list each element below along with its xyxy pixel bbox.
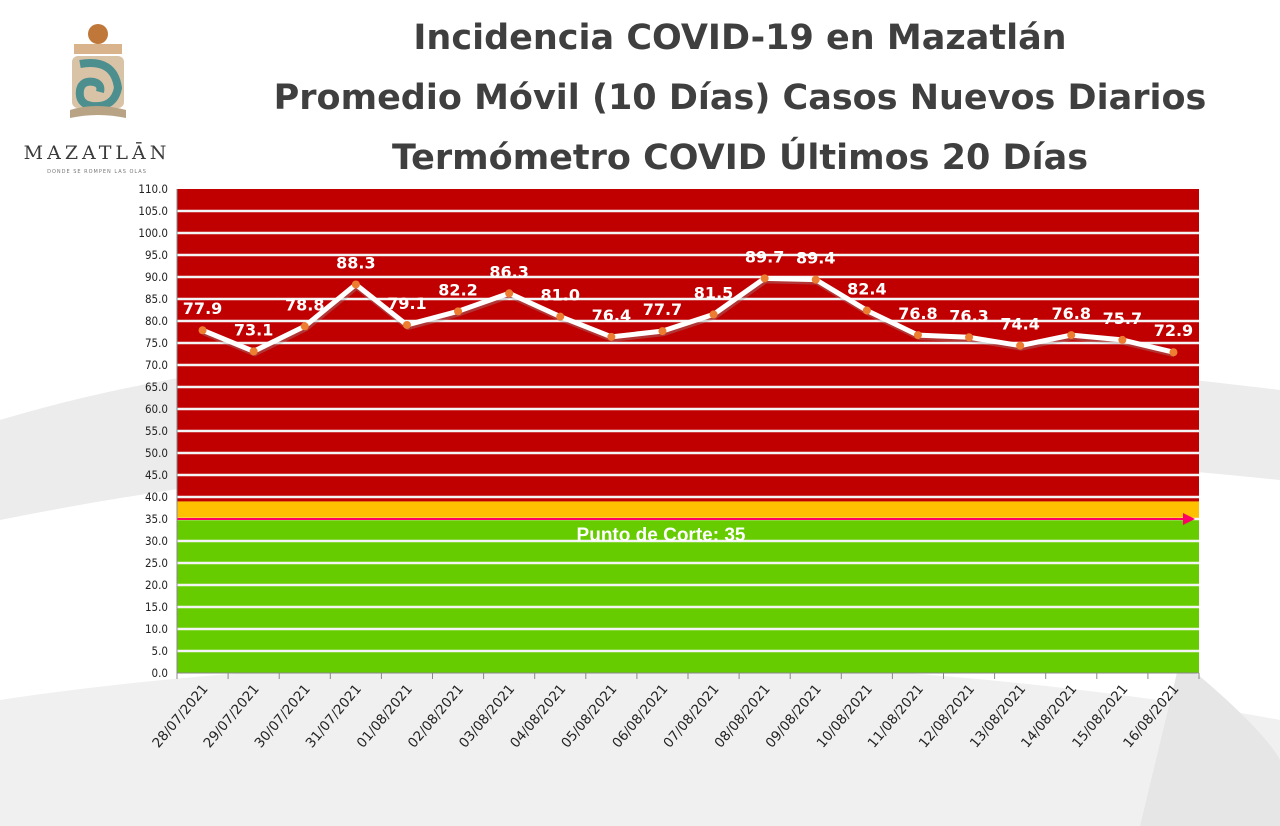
data-label: 82.4: [847, 279, 886, 298]
data-label: 77.9: [183, 299, 222, 318]
y-tick-label: 5.0: [152, 644, 168, 658]
y-tick-label: 55.0: [145, 424, 168, 438]
data-label: 89.7: [745, 247, 784, 266]
data-point: [249, 347, 258, 356]
cutoff-arrow-icon: [1183, 513, 1195, 525]
y-tick-label: 85.0: [145, 292, 168, 306]
data-label: 76.8: [898, 304, 937, 323]
data-label: 89.4: [796, 249, 835, 268]
data-point: [607, 332, 616, 341]
data-point: [351, 280, 360, 289]
y-tick-label: 110.0: [138, 182, 168, 196]
y-tick-label: 20.0: [145, 578, 168, 592]
data-point: [965, 333, 974, 342]
y-tick-label: 25.0: [145, 556, 168, 570]
data-point: [1016, 341, 1025, 350]
title-line-2: Promedio Móvil (10 Días) Casos Nuevos Di…: [273, 78, 1207, 118]
data-point: [811, 275, 820, 284]
data-point: [658, 327, 667, 336]
y-tick-label: 75.0: [145, 336, 168, 350]
y-tick-label: 15.0: [145, 600, 168, 614]
data-point: [402, 320, 411, 329]
data-point: [709, 310, 718, 319]
y-tick-label: 40.0: [145, 490, 168, 504]
data-label: 79.1: [387, 294, 426, 313]
y-tick-label: 35.0: [145, 512, 168, 526]
title-line-1: Incidencia COVID-19 en Mazatlán: [413, 18, 1067, 58]
data-label: 82.2: [438, 280, 477, 299]
y-tick-label: 80.0: [145, 314, 168, 328]
data-point: [760, 274, 769, 283]
data-point: [505, 289, 514, 298]
band-1: [177, 501, 1199, 519]
data-label: 74.4: [1000, 315, 1039, 334]
band-0: [177, 519, 1199, 673]
data-point: [454, 307, 463, 316]
y-tick-label: 10.0: [145, 622, 168, 636]
data-label: 81.5: [694, 283, 733, 302]
y-tick-label: 95.0: [145, 248, 168, 262]
cutoff-label: Punto de Corte: 35: [577, 525, 746, 546]
chart-titles: Incidencia COVID-19 en Mazatlán Promedio…: [200, 8, 1280, 188]
mazatlan-logo: MAZATLĀN DONDE SE ROMPEN LAS OLAS: [14, 14, 180, 175]
y-tick-label: 105.0: [138, 204, 168, 218]
data-point: [198, 326, 207, 335]
data-label: 76.8: [1052, 304, 1091, 323]
data-point: [862, 306, 871, 315]
data-label: 76.4: [592, 306, 631, 325]
data-label: 75.7: [1103, 309, 1142, 328]
title-line-3: Termómetro COVID Últimos 20 Días: [391, 138, 1089, 178]
data-label: 81.0: [541, 286, 580, 305]
y-tick-label: 30.0: [145, 534, 168, 548]
data-label: 78.8: [285, 295, 324, 314]
data-point: [913, 331, 922, 340]
logo-wordmark: MAZATLĀN: [23, 142, 171, 164]
logo-emblem-icon: [70, 24, 126, 118]
data-point: [1067, 331, 1076, 340]
data-label: 72.9: [1154, 321, 1193, 340]
y-tick-label: 50.0: [145, 446, 168, 460]
logo-tagline: DONDE SE ROMPEN LAS OLAS: [47, 169, 147, 175]
data-label: 73.1: [234, 320, 273, 339]
data-point: [300, 322, 309, 331]
data-label: 88.3: [336, 253, 375, 272]
y-tick-label: 65.0: [145, 380, 168, 394]
y-tick-label: 70.0: [145, 358, 168, 372]
y-tick-label: 90.0: [145, 270, 168, 284]
data-point: [1118, 335, 1127, 344]
data-label: 76.3: [949, 306, 988, 325]
data-label: 86.3: [489, 262, 528, 281]
y-tick-label: 60.0: [145, 402, 168, 416]
y-tick-label: 0.0: [152, 666, 168, 680]
y-tick-label: 45.0: [145, 468, 168, 482]
series-line: [201, 275, 1175, 355]
data-point: [1169, 348, 1178, 357]
data-label: 77.7: [643, 300, 682, 319]
data-point: [556, 312, 565, 321]
y-tick-label: 100.0: [138, 226, 168, 240]
